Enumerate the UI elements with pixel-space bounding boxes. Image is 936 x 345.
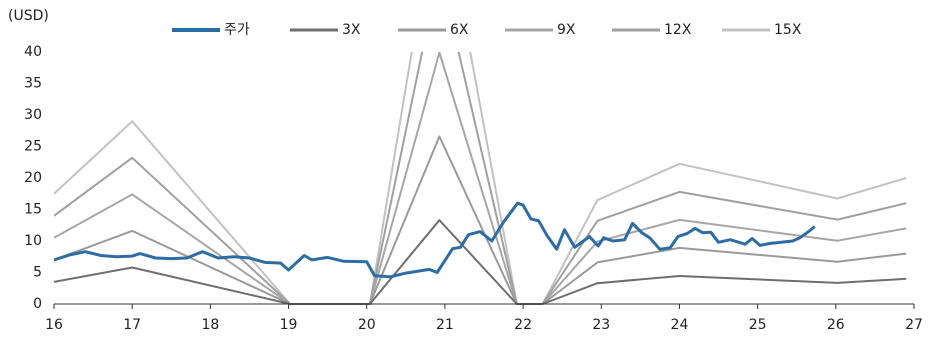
x-tick-label: 18	[201, 317, 219, 333]
y-axis-label: (USD)	[8, 8, 49, 24]
y-tick-label: 10	[24, 233, 42, 249]
legend-label: 3X	[342, 22, 361, 38]
y-tick-label: 30	[24, 107, 42, 123]
legend-label: 12X	[664, 22, 692, 38]
x-tick-label: 27	[905, 317, 923, 333]
x-tick-label: 25	[749, 317, 767, 333]
y-tick-label: 5	[33, 265, 42, 281]
x-tick-label: 19	[280, 317, 298, 333]
y-tick-label: 35	[24, 76, 42, 92]
x-tick-label: 26	[827, 317, 845, 333]
y-tick-label: 25	[24, 139, 42, 155]
y-tick-label: 0	[33, 296, 42, 312]
x-tick-label: 21	[436, 317, 454, 333]
x-tick-label: 20	[358, 317, 376, 333]
legend-label: 9X	[557, 22, 576, 38]
x-tick-label: 23	[592, 317, 610, 333]
x-tick-label: 16	[45, 317, 63, 333]
legend-label: 6X	[450, 22, 469, 38]
legend-label: 15X	[774, 22, 802, 38]
x-tick-label: 17	[123, 317, 141, 333]
x-tick-label: 24	[671, 317, 689, 333]
plot-area	[54, 52, 907, 305]
x-tick-label: 22	[514, 317, 532, 333]
y-tick-label: 40	[24, 44, 42, 60]
line-series	[54, 201, 816, 279]
legend-label: 주가	[224, 22, 250, 38]
y-tick-label: 15	[24, 202, 42, 218]
y-tick-label: 20	[24, 170, 42, 186]
